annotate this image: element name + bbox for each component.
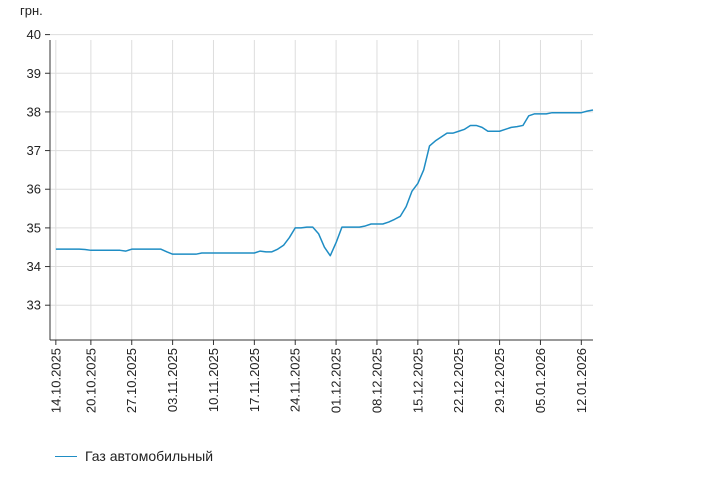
y-tick-label: 40: [27, 27, 41, 42]
y-tick-label: 37: [27, 143, 41, 158]
x-tick-label: 01.12.2025: [329, 348, 344, 413]
x-tick-label: 20.10.2025: [83, 348, 98, 413]
y-tick-label: 33: [27, 298, 41, 313]
x-tick-label: 17.11.2025: [247, 348, 262, 412]
x-tick-label: 27.10.2025: [124, 348, 139, 413]
legend: Газ автомобильный: [55, 448, 213, 464]
series-group: [55, 109, 594, 257]
legend-label: Газ автомобильный: [85, 448, 214, 464]
x-tick-label: 10.11.2025: [206, 348, 221, 412]
y-tick-label: 39: [27, 66, 41, 81]
x-tick-label: 05.01.2026: [533, 348, 548, 413]
y-tick-labels: 33 34 35 36 37 38 39 40: [27, 27, 41, 313]
x-tick-label: 12.01.2026: [574, 348, 589, 413]
x-tick-label: 15.12.2025: [410, 348, 425, 413]
x-tick-label: 08.12.2025: [369, 348, 384, 413]
x-tick-label: 22.12.2025: [451, 348, 466, 413]
y-tick-label: 34: [27, 259, 41, 274]
x-tick-label: 29.12.2025: [492, 348, 507, 413]
x-tick-label: 24.11.2025: [288, 348, 303, 412]
y-unit-label: грн.: [20, 3, 43, 18]
x-gridlines: [55, 40, 582, 345]
y-tick-label: 36: [27, 182, 41, 197]
x-tick-labels: 14.10.2025 20.10.2025 27.10.2025 03.11.2025…: [48, 348, 588, 413]
y-tick-label: 38: [27, 104, 41, 119]
legend-swatch: [55, 455, 77, 457]
x-tick-label: 03.11.2025: [165, 348, 180, 412]
y-tick-label: 35: [27, 220, 41, 235]
x-tick-label: 14.10.2025: [48, 348, 63, 413]
y-gridlines: [45, 34, 593, 306]
series-line: [55, 109, 594, 257]
